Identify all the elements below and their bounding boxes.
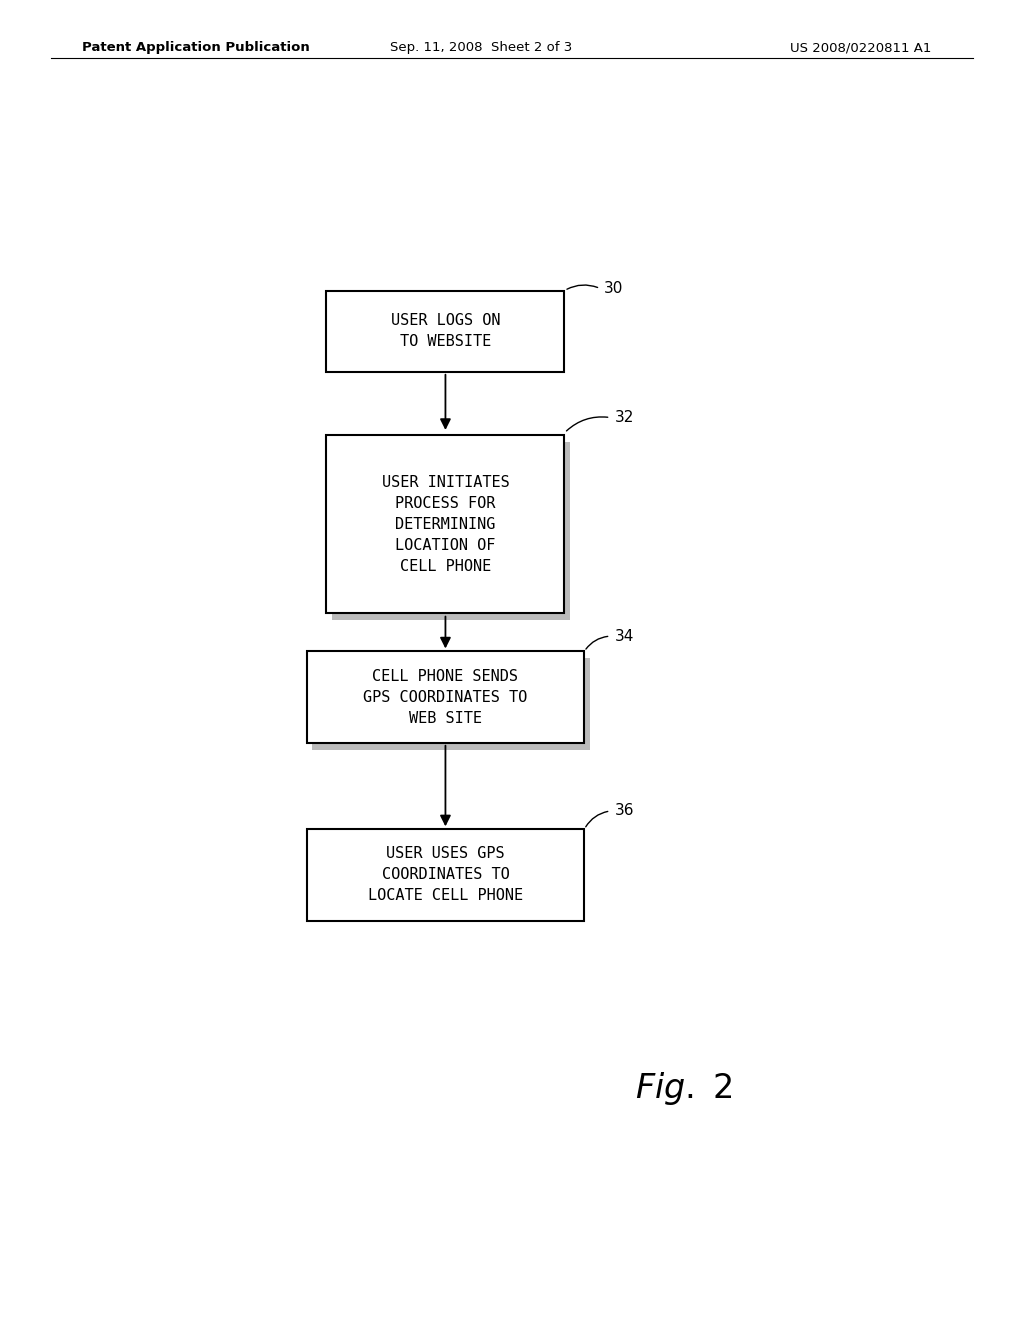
Bar bbox=[312, 659, 590, 750]
Bar bbox=[332, 442, 570, 620]
Text: USER LOGS ON
TO WEBSITE: USER LOGS ON TO WEBSITE bbox=[391, 313, 500, 350]
Text: CELL PHONE SENDS
GPS COORDINATES TO
WEB SITE: CELL PHONE SENDS GPS COORDINATES TO WEB … bbox=[364, 669, 527, 726]
Text: USER USES GPS
COORDINATES TO
LOCATE CELL PHONE: USER USES GPS COORDINATES TO LOCATE CELL… bbox=[368, 846, 523, 903]
Text: USER INITIATES
PROCESS FOR
DETERMINING
LOCATION OF
CELL PHONE: USER INITIATES PROCESS FOR DETERMINING L… bbox=[382, 475, 509, 574]
Bar bbox=[306, 651, 585, 743]
Text: 30: 30 bbox=[604, 281, 624, 296]
Text: 34: 34 bbox=[614, 628, 634, 644]
Text: Patent Application Publication: Patent Application Publication bbox=[82, 41, 309, 54]
Text: 32: 32 bbox=[614, 411, 634, 425]
Bar bbox=[327, 290, 564, 372]
Bar bbox=[327, 436, 564, 614]
Text: Sep. 11, 2008  Sheet 2 of 3: Sep. 11, 2008 Sheet 2 of 3 bbox=[390, 41, 572, 54]
Bar bbox=[306, 829, 585, 921]
Text: 36: 36 bbox=[614, 804, 634, 818]
Text: US 2008/0220811 A1: US 2008/0220811 A1 bbox=[791, 41, 932, 54]
Text: $\mathit{Fig.\ 2}$: $\mathit{Fig.\ 2}$ bbox=[635, 1071, 732, 1107]
